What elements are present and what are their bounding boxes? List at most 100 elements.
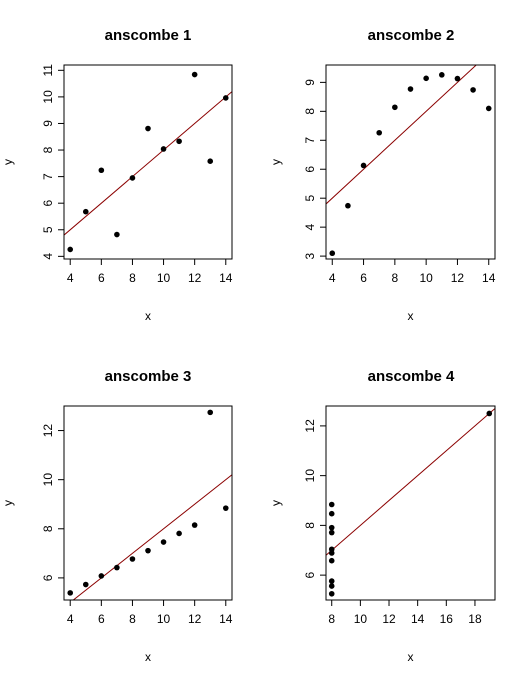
y-tick-label: 12 (303, 419, 317, 433)
x-tick-label: 4 (67, 612, 74, 626)
y-tick-label: 4 (41, 253, 55, 260)
data-point (455, 76, 461, 82)
y-tick-label: 8 (303, 108, 317, 115)
scatter-panel-3: anscombe 3 4 6 8 10 12 14 6 8 10 12 x y (1, 368, 233, 664)
data-point (392, 104, 398, 110)
data-point (329, 591, 335, 597)
data-point (145, 126, 151, 132)
y-tick-label: 10 (41, 473, 55, 487)
data-point (329, 250, 335, 256)
panel-title: anscombe 2 (368, 27, 455, 44)
data-point (83, 582, 89, 588)
x-tick-label: 10 (419, 271, 433, 285)
x-tick-label: 4 (67, 271, 74, 285)
x-tick-label: 6 (360, 271, 367, 285)
data-point (130, 556, 136, 562)
data-point (470, 87, 476, 93)
data-point (376, 130, 382, 136)
y-tick-label: 6 (41, 200, 55, 207)
regression-line (326, 408, 495, 555)
x-axis-label: x (145, 650, 151, 664)
x-tick-label: 12 (188, 612, 202, 626)
y-tick-label: 12 (41, 424, 55, 438)
data-point (486, 106, 492, 112)
regression-line (64, 475, 232, 608)
data-point (176, 138, 182, 144)
x-tick-label: 14 (411, 612, 425, 626)
x-tick-label: 14 (219, 271, 233, 285)
y-tick-label: 6 (41, 574, 55, 581)
data-point (161, 146, 167, 152)
y-tick-label: 8 (41, 146, 55, 153)
data-point (223, 505, 229, 511)
x-tick-label: 12 (451, 271, 465, 285)
x-tick-label: 18 (468, 612, 482, 626)
x-axis-label: x (408, 309, 414, 323)
x-tick-label: 8 (328, 612, 335, 626)
data-point (329, 583, 335, 589)
y-axis-label: y (269, 159, 283, 165)
y-tick-label: 8 (303, 522, 317, 529)
plot-frame (64, 406, 232, 600)
y-tick-label: 6 (303, 571, 317, 578)
data-point (192, 522, 198, 528)
y-axis-label: y (1, 500, 15, 506)
x-axis-label: x (145, 309, 151, 323)
scatter-panel-2: anscombe 2 4 6 8 10 12 14 3 4 5 6 7 8 9 x y (269, 27, 496, 323)
data-point (192, 72, 198, 78)
y-tick-label: 10 (303, 469, 317, 483)
data-point (130, 175, 136, 181)
x-tick-label: 14 (219, 612, 233, 626)
data-point (329, 511, 335, 517)
data-point (329, 525, 335, 531)
data-point (329, 578, 335, 584)
x-axis-label: x (408, 650, 414, 664)
y-tick-label: 5 (303, 195, 317, 202)
x-tick-label: 16 (440, 612, 454, 626)
y-tick-label: 10 (41, 90, 55, 104)
y-tick-label: 7 (41, 173, 55, 180)
data-point (99, 573, 105, 579)
data-point (329, 502, 335, 508)
x-tick-label: 8 (129, 271, 136, 285)
y-tick-label: 3 (303, 252, 317, 259)
data-point (145, 548, 151, 554)
data-point (486, 411, 492, 417)
x-tick-label: 6 (98, 612, 105, 626)
x-tick-label: 14 (482, 271, 496, 285)
x-tick-label: 12 (188, 271, 202, 285)
y-tick-label: 9 (303, 79, 317, 86)
x-tick-label: 8 (129, 612, 136, 626)
regression-line (64, 92, 232, 236)
data-point (408, 86, 414, 92)
x-tick-label: 12 (382, 612, 396, 626)
panel-title: anscombe 1 (105, 27, 192, 44)
data-point (329, 558, 335, 564)
scatter-panel-1: anscombe 1 4 6 8 10 12 14 4 5 6 7 8 9 10 11 x y (1, 27, 233, 323)
data-point (361, 163, 367, 169)
y-tick-label: 8 (41, 525, 55, 532)
x-tick-label: 10 (157, 612, 171, 626)
data-point (176, 531, 182, 537)
y-axis-label: y (1, 159, 15, 165)
regression-line (326, 48, 495, 204)
x-tick-label: 6 (98, 271, 105, 285)
x-tick-label: 8 (392, 271, 399, 285)
plot-frame (326, 406, 495, 600)
data-point (223, 95, 229, 101)
data-point (114, 232, 120, 238)
data-point (423, 76, 429, 82)
x-tick-label: 4 (329, 271, 336, 285)
data-point (99, 167, 105, 173)
x-tick-label: 10 (157, 271, 171, 285)
data-point (207, 410, 213, 416)
data-point (439, 72, 445, 78)
panel-title: anscombe 4 (368, 368, 455, 385)
y-tick-label: 4 (303, 223, 317, 230)
y-tick-label: 5 (41, 226, 55, 233)
data-point (114, 565, 120, 571)
panel-title: anscombe 3 (105, 368, 192, 385)
y-axis-label: y (269, 500, 283, 506)
data-point (67, 247, 73, 253)
